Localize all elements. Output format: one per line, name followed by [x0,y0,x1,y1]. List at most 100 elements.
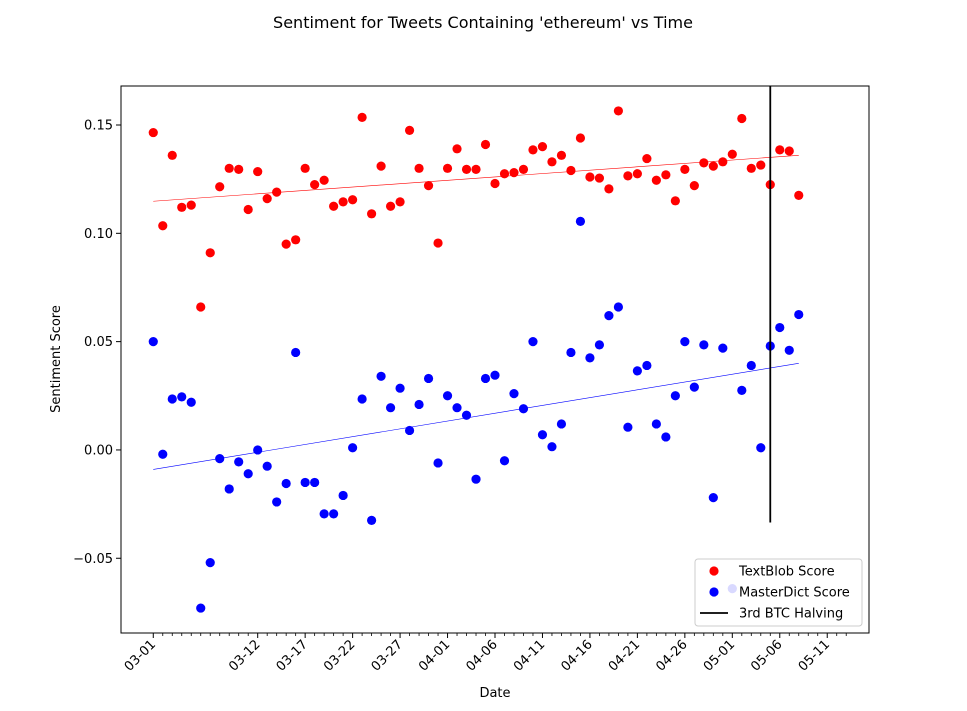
series-0-point [395,197,405,207]
series-0-point [205,248,215,258]
series-0-point [338,197,348,207]
series-1-point [594,340,605,350]
x-tick-label: 03-17 [274,637,311,674]
series-0-point [661,170,671,180]
series-0-point [414,163,424,173]
x-tick-label: 03-22 [321,637,358,674]
series-0-point [319,175,329,185]
series-1-point [518,404,529,414]
series-1-point [461,410,472,420]
series-1-point [291,347,301,358]
series-1-point [385,403,396,413]
series-1-point [699,340,709,350]
series-0-point [604,184,614,194]
series-1-point [623,422,633,432]
series-0-point [784,146,794,156]
series-1-point [414,399,424,410]
series-0-point [670,196,680,206]
series-0-point [329,201,339,211]
series-0-point [575,133,586,143]
series-1-point [718,343,728,353]
series-0-point [404,125,415,136]
y-tick-label: 0.05 [84,335,113,350]
x-tick-label: 04-26 [653,637,690,674]
x-tick-label: 03-01 [122,637,159,674]
series-0-point [756,160,766,170]
series-1-point [224,484,234,494]
series-1-point [433,458,443,468]
series-0-point [699,158,709,168]
series-0-point [385,201,396,211]
chart-title: Sentiment for Tweets Containing 'ethereu… [273,13,693,32]
series-0-point [585,172,595,182]
x-axis-label: Date [479,686,510,701]
series-0-point [613,106,624,116]
series-1-point [262,461,272,471]
y-tick-label: 0.10 [84,227,113,242]
series-1-point [319,509,329,519]
series-0-point [148,127,158,138]
series-1-point [205,557,215,568]
legend-marker [709,587,719,597]
series-1-point [746,360,756,371]
series-1-point [395,383,405,393]
series-0-point [310,179,320,190]
legend-marker [709,566,719,576]
series-0-point [442,163,453,173]
x-tick-label: 04-16 [558,637,595,674]
series-1-point [651,419,661,429]
series-0-point [509,168,519,178]
series-1-point [376,371,386,381]
series-0-point [794,190,804,200]
series-1-point [234,457,244,467]
series-1-point [348,443,358,453]
series-0-point [547,157,557,167]
series-1-point [148,337,158,347]
series-1-point [784,345,794,355]
series-1-point [509,389,519,399]
legend-label: TextBlob Score [738,565,835,580]
legend: TextBlob Score MasterDict Score 3rd BTC Ha… [694,558,863,627]
x-tick-label: 05-01 [701,637,738,674]
series-0-point [651,175,661,185]
series-1-point [499,456,510,466]
series-1-point [613,302,624,312]
series-0-point [215,182,225,192]
x-axis-ticks: 03-01 03-12 03-17 03-22 03-27 04-01 04-06 04-11… [122,633,847,675]
series-1-point [452,403,462,413]
series-1-point [215,454,225,464]
series-0-point [480,139,491,150]
series-0-point [272,187,282,197]
series-0-point [224,163,234,173]
series-1-point [528,337,538,347]
plot-area [148,86,804,613]
series-1-point [442,391,453,401]
series-0-point [158,221,168,231]
series-0-point [281,239,291,249]
series-0-point [243,204,253,215]
series-0-point [357,112,367,123]
series-1-point [366,515,377,525]
series-0-point [167,150,177,160]
series-0-point [528,145,538,155]
series-1-point [243,469,253,479]
x-tick-label: 04-11 [511,637,548,674]
series-1-point [566,347,576,358]
x-tick-label: 04-21 [606,637,643,674]
series-1-point [642,360,652,371]
series-0-point [186,200,196,210]
series-1-point [196,603,206,613]
series-0-point [234,164,244,175]
series-1-point [680,337,690,347]
trendline-0 [153,155,799,202]
series-1-point [329,509,339,519]
trendline-1 [153,362,799,470]
series-0-point [196,302,206,312]
series-0-point [262,194,272,204]
series-1-point [604,311,614,321]
legend-box [694,558,863,627]
y-tick-label: 0.00 [84,443,113,458]
series-0-point [594,173,605,183]
x-tick-label: 05-06 [748,637,785,674]
series-1-point [775,322,785,333]
